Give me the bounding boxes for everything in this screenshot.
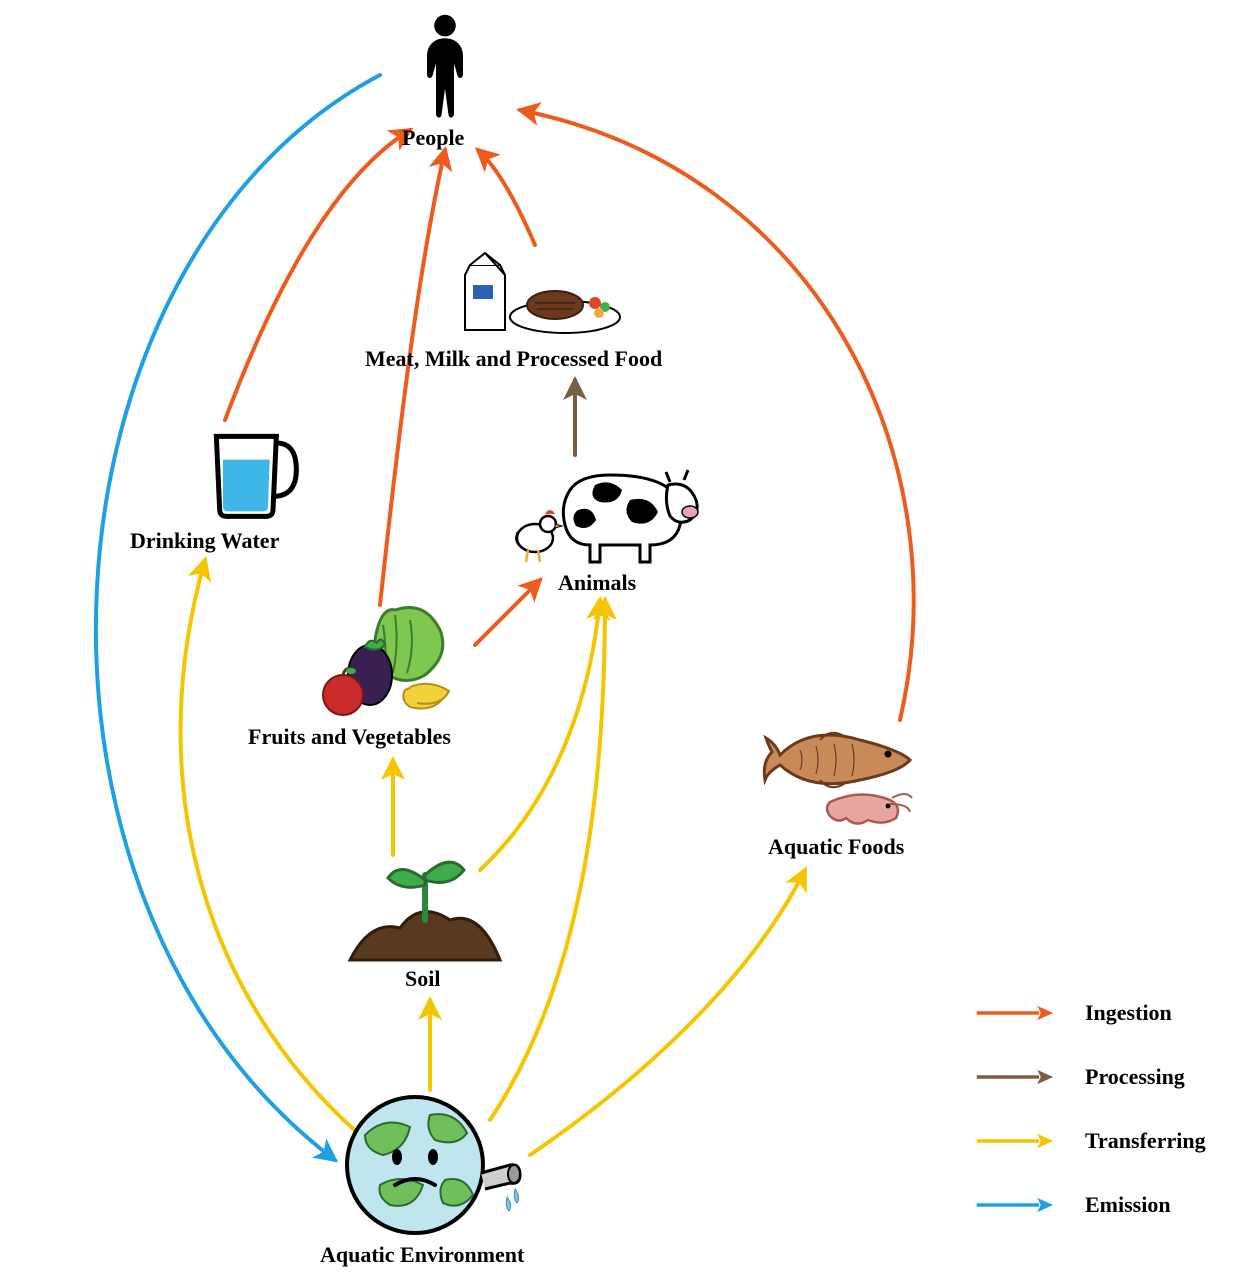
edge-fruits-to-animals (475, 580, 540, 645)
edge-aquatic_env-to-aquatic_food (530, 870, 805, 1155)
legend-arrow-ingestion (975, 1003, 1055, 1023)
legend-label-ingestion: Ingestion (1085, 1000, 1172, 1026)
legend: Ingestion Processing Transferring Emission (975, 1000, 1206, 1256)
edge-water-to-people (225, 130, 410, 420)
aquatic-foods-icon (760, 720, 930, 830)
legend-row-processing: Processing (975, 1064, 1206, 1090)
legend-label-transferring: Transferring (1085, 1128, 1206, 1154)
animals-label: Animals (558, 570, 636, 596)
aquatic-foods-label: Aquatic Foods (768, 834, 904, 860)
legend-label-processing: Processing (1085, 1064, 1185, 1090)
fruits-label: Fruits and Vegetables (248, 724, 451, 750)
legend-row-ingestion: Ingestion (975, 1000, 1206, 1026)
drinking-water-icon (198, 418, 308, 528)
legend-row-emission: Emission (975, 1192, 1206, 1218)
edge-soil-to-animals (480, 600, 600, 870)
processed-food-icon (455, 245, 625, 345)
edge-fruits-to-people (380, 150, 445, 605)
edge-aquatic_food-to-people (520, 110, 914, 720)
edge-meat-to-people (478, 150, 535, 245)
aquatic-env-label: Aquatic Environment (320, 1242, 524, 1268)
meat-label: Meat, Milk and Processed Food (365, 346, 662, 372)
legend-arrow-emission (975, 1195, 1055, 1215)
drinking-water-label: Drinking Water (130, 528, 279, 554)
legend-label-emission: Emission (1085, 1192, 1171, 1218)
legend-row-transferring: Transferring (975, 1128, 1206, 1154)
legend-arrow-processing (975, 1067, 1055, 1087)
soil-icon (340, 840, 510, 970)
soil-label: Soil (405, 966, 440, 992)
diagram-stage: People Drinking Water Meat, Milk and Pro… (0, 0, 1250, 1272)
legend-arrow-transferring (975, 1131, 1055, 1151)
fruits-vegetables-icon (315, 595, 475, 725)
aquatic-environment-icon (335, 1085, 535, 1245)
people-label: People (402, 125, 464, 151)
animals-icon (500, 450, 700, 570)
people-icon (405, 12, 485, 122)
